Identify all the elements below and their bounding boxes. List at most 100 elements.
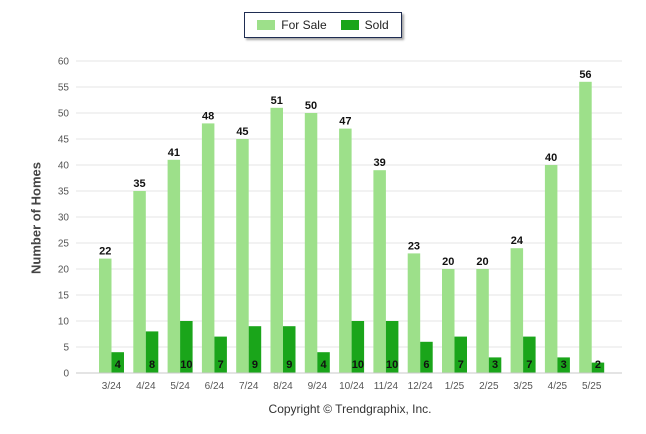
legend-swatch-sold [340,20,359,30]
data-label-for-sale: 20 [476,256,488,268]
x-tick-label: 10/24 [339,381,364,392]
copyright-text: Copyright © Trendgraphix, Inc. [268,402,432,416]
data-labels: 2243584110487459519504471039102362072032… [99,69,601,371]
bar-sold[interactable] [420,341,433,373]
data-label-for-sale: 45 [236,126,248,138]
data-label-sold: 9 [252,359,258,371]
data-label-sold: 7 [526,359,532,371]
bar-for-sale[interactable] [407,253,421,373]
x-tick-label: 12/24 [408,381,433,392]
bar-sold[interactable] [385,321,399,373]
bar-sold[interactable] [180,321,193,373]
bars [99,81,605,374]
bar-for-sale[interactable] [201,123,215,374]
x-tick-label: 6/24 [205,381,225,392]
y-tick-label: 10 [58,317,70,328]
y-tick-label: 15 [58,291,70,302]
bar-for-sale[interactable] [510,248,524,373]
bar-sold[interactable] [523,336,536,373]
y-tick-label: 0 [63,369,69,380]
legend-item-sold[interactable]: Sold [340,18,389,32]
data-label-sold: 3 [492,359,498,371]
legend-label-sold: Sold [364,18,389,32]
y-tick-label: 60 [58,57,70,68]
y-axis-title: Number of Homes [28,162,44,274]
data-label-for-sale: 56 [579,69,591,81]
data-label-for-sale: 20 [442,256,454,268]
data-label-for-sale: 50 [305,100,317,112]
x-tick-label: 5/25 [582,381,602,392]
bar-for-sale[interactable] [304,113,318,373]
data-label-for-sale: 39 [374,157,386,169]
y-tick-label: 55 [58,83,70,94]
bar-for-sale[interactable] [167,159,181,373]
x-tick-label: 7/24 [239,381,259,392]
bar-for-sale[interactable] [270,107,284,374]
x-tick-label: 4/25 [548,381,568,392]
x-tick-label: 3/25 [513,381,533,392]
data-label-for-sale: 22 [99,246,111,258]
data-label-sold: 10 [180,359,192,371]
y-tick-label: 50 [58,109,70,120]
data-label-for-sale: 24 [511,235,524,247]
bar-for-sale[interactable] [133,191,146,373]
bar-sold[interactable] [111,352,125,373]
data-label-for-sale: 51 [271,95,283,107]
y-tick-label: 30 [58,213,70,224]
bar-sold[interactable] [248,326,262,373]
data-label-for-sale: 48 [202,110,214,122]
legend-swatch-for-sale [257,20,276,30]
axes: 0 5 10 15 20 25 30 35 40 45 50 55 60 3/24 4/24 5/24 6/24… [58,57,622,392]
x-tick-label: 4/24 [136,381,156,392]
data-label-sold: 6 [423,359,429,371]
x-tick-label: 5/24 [170,381,190,392]
bar-sold[interactable] [557,357,570,373]
x-tick-label: 11/24 [374,381,399,392]
bar-sold[interactable] [488,357,502,373]
y-tick-label: 45 [58,135,70,146]
x-tick-label: 8/24 [273,381,293,392]
bar-sold[interactable] [145,331,159,373]
data-label-sold: 7 [458,359,464,371]
y-tick-label: 35 [58,187,70,198]
legend: For Sale Sold [244,12,402,38]
bar-for-sale[interactable] [99,258,112,373]
bar-for-sale[interactable] [236,139,249,373]
data-label-sold: 4 [320,359,327,371]
legend-label-for-sale: For Sale [281,18,327,32]
y-tick-label: 40 [58,161,70,172]
bar-for-sale[interactable] [579,81,592,374]
data-label-sold: 2 [595,359,601,371]
data-label-for-sale: 40 [545,152,557,164]
bar-sold[interactable] [591,362,605,373]
x-tick-label: 2/25 [479,381,499,392]
data-label-for-sale: 41 [168,147,180,159]
data-label-for-sale: 23 [408,240,420,252]
data-label-sold: 4 [115,359,122,371]
x-tick-label: 3/24 [102,381,122,392]
y-tick-label: 25 [58,239,70,250]
bar-sold[interactable] [351,321,365,373]
bar-sold[interactable] [454,336,468,373]
bar-for-sale[interactable] [476,269,489,373]
bar-sold[interactable] [214,336,227,373]
bar-for-sale[interactable] [544,165,558,373]
data-label-sold: 9 [286,359,292,371]
bar-sold[interactable] [317,352,330,373]
bar-for-sale[interactable] [442,269,455,373]
bar-sold[interactable] [283,326,296,373]
bar-for-sale[interactable] [373,170,386,373]
x-tick-label: 1/25 [445,381,465,392]
bar-for-sale[interactable] [339,128,352,373]
legend-item-for-sale[interactable]: For Sale [257,18,327,32]
data-label-sold: 10 [352,359,364,371]
y-tick-label: 5 [63,343,69,354]
data-label-sold: 3 [561,359,567,371]
x-tick-label: 9/24 [308,381,328,392]
y-tick-label: 20 [58,265,70,276]
data-label-for-sale: 47 [339,116,351,128]
data-label-sold: 8 [149,359,155,371]
data-label-for-sale: 35 [133,178,145,190]
data-label-sold: 7 [218,359,224,371]
